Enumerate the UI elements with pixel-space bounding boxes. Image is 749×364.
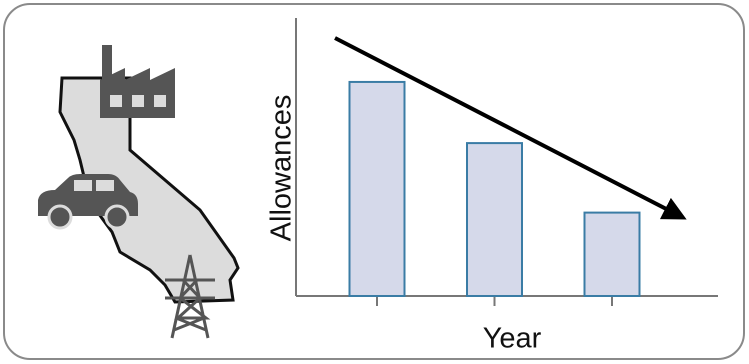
car-icon [38,174,138,230]
tower-icon [165,254,215,339]
california-map [58,76,240,304]
x-axis-label: Year [483,323,542,355]
bar [583,211,641,298]
trend-arrow [334,36,687,220]
bars [348,80,641,306]
bar [466,142,523,297]
bar [348,80,406,297]
y-axis-label: Allowances [266,95,298,242]
factory-icon [100,45,175,118]
